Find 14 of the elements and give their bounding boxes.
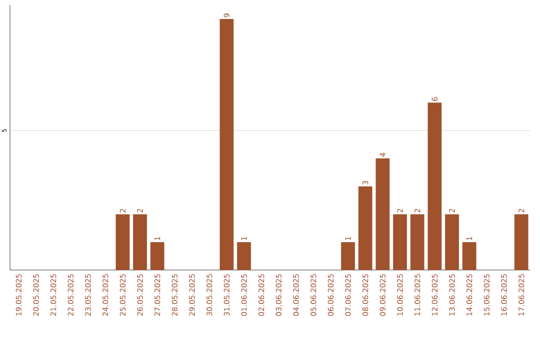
bar	[237, 242, 251, 270]
bar	[358, 186, 372, 270]
bar	[428, 102, 442, 270]
bar	[410, 214, 424, 270]
bar	[462, 242, 476, 270]
bar	[393, 214, 407, 270]
bar	[514, 214, 528, 270]
bar	[341, 242, 355, 270]
bar	[133, 214, 147, 270]
bar	[116, 214, 130, 270]
bar	[150, 242, 164, 270]
bar	[220, 18, 234, 270]
bar	[376, 158, 390, 270]
bar	[445, 214, 459, 270]
